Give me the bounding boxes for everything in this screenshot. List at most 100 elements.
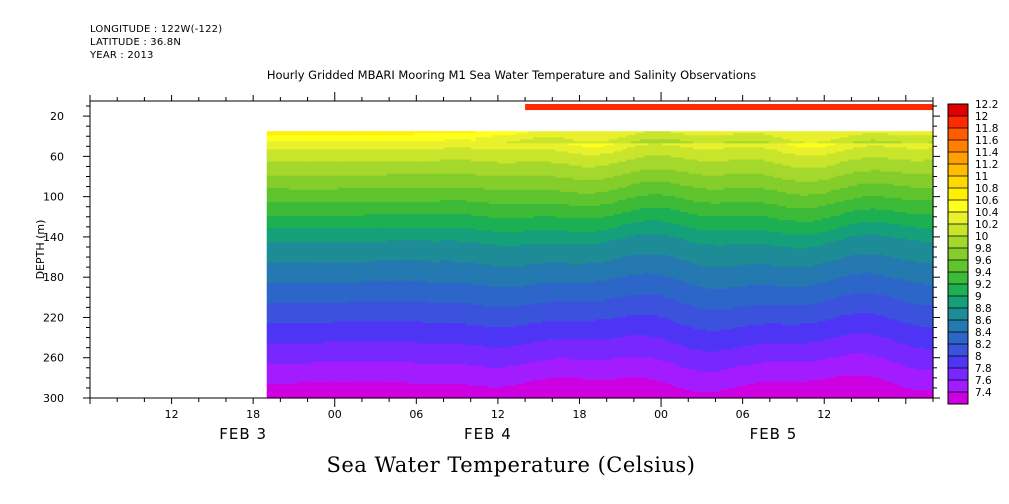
temperature-cell bbox=[280, 250, 286, 254]
temperature-cell bbox=[297, 183, 303, 187]
temperature-cell bbox=[293, 153, 299, 157]
temperature-cell bbox=[266, 214, 272, 217]
temperature-cell bbox=[266, 323, 272, 326]
temperature-cell bbox=[271, 183, 277, 187]
temperature-cell bbox=[280, 256, 286, 260]
temperature-cell bbox=[293, 345, 299, 349]
temperature-cell bbox=[284, 389, 290, 393]
temperature-cell bbox=[280, 325, 286, 328]
temperature-cell bbox=[293, 294, 299, 298]
temperature-cell bbox=[284, 288, 290, 292]
temperature-cell bbox=[297, 224, 303, 227]
temperature-cell bbox=[266, 159, 272, 163]
temperature-cell bbox=[266, 208, 272, 211]
temperature-cell bbox=[275, 313, 281, 316]
temperature-cell bbox=[271, 288, 277, 292]
temperature-cell bbox=[275, 218, 281, 221]
temperature-cell bbox=[271, 139, 277, 142]
temperature-cell bbox=[288, 181, 295, 185]
temperature-cell bbox=[271, 317, 277, 320]
temperature-cell bbox=[293, 313, 299, 316]
temperature-cell bbox=[266, 254, 272, 258]
temperature-cell bbox=[266, 226, 272, 229]
temperature-cell bbox=[297, 218, 303, 221]
temperature-cell bbox=[293, 276, 299, 280]
temperature-cell bbox=[284, 189, 290, 193]
temperature-cell bbox=[288, 292, 295, 296]
temperature-cell bbox=[266, 210, 272, 213]
temperature-cell bbox=[284, 151, 290, 155]
temperature-cell bbox=[266, 240, 272, 243]
temperature-cell bbox=[302, 224, 308, 227]
temperature-cell bbox=[288, 250, 295, 254]
temperature-cell bbox=[293, 290, 299, 294]
temperature-cell bbox=[280, 319, 286, 322]
temperature-cell bbox=[266, 201, 272, 205]
temperature-cell bbox=[266, 349, 272, 353]
temperature-cell bbox=[266, 389, 272, 393]
temperature-cell bbox=[266, 377, 272, 381]
temperature-cell bbox=[302, 161, 308, 165]
temperature-cell bbox=[284, 252, 290, 256]
temperature-cell bbox=[271, 220, 277, 223]
temperature-cell bbox=[275, 286, 281, 290]
temperature-cell bbox=[288, 357, 295, 361]
temperature-cell bbox=[280, 248, 286, 252]
temperature-cell bbox=[275, 319, 281, 322]
temperature-cell bbox=[271, 151, 277, 155]
temperature-cell bbox=[271, 276, 277, 280]
temperature-cell bbox=[275, 365, 281, 369]
temperature-cell bbox=[297, 309, 303, 312]
temperature-cell bbox=[275, 143, 281, 146]
temperature-cell bbox=[271, 177, 277, 181]
temperature-cell bbox=[288, 141, 295, 144]
temperature-cell bbox=[284, 357, 290, 361]
temperature-cell bbox=[302, 177, 308, 181]
temperature-cell bbox=[297, 276, 303, 280]
temperature-cell bbox=[280, 189, 286, 193]
temperature-cell bbox=[297, 296, 303, 300]
temperature-cell bbox=[293, 351, 299, 355]
temperature-cell bbox=[293, 325, 299, 328]
temperature-cell bbox=[280, 210, 286, 213]
temperature-cell bbox=[280, 286, 286, 290]
temperature-cell bbox=[297, 272, 303, 276]
temperature-cell bbox=[271, 300, 277, 304]
temperature-cell bbox=[288, 339, 295, 343]
temperature-cell bbox=[275, 256, 281, 260]
temperature-cell bbox=[275, 381, 281, 385]
temperature-cell bbox=[297, 175, 303, 179]
temperature-cell bbox=[275, 359, 281, 363]
temperature-cell bbox=[280, 199, 286, 203]
temperature-cell bbox=[297, 137, 303, 140]
temperature-cell bbox=[302, 232, 308, 235]
temperature-cell bbox=[271, 331, 277, 334]
temperature-cell bbox=[266, 155, 272, 159]
temperature-cell bbox=[284, 212, 290, 215]
temperature-cell bbox=[288, 137, 295, 140]
temperature-cell bbox=[297, 141, 303, 144]
temperature-cell bbox=[275, 145, 281, 148]
temperature-cell bbox=[284, 197, 290, 201]
temperature-cell bbox=[280, 228, 286, 231]
temperature-cell bbox=[293, 369, 299, 373]
temperature-cell bbox=[266, 361, 272, 365]
temperature-cell bbox=[275, 161, 281, 165]
temperature-cell bbox=[280, 365, 286, 369]
temperature-cell bbox=[266, 199, 272, 203]
temperature-cell bbox=[297, 282, 303, 286]
temperature-cell bbox=[297, 284, 303, 288]
temperature-cell bbox=[297, 250, 303, 254]
temperature-cell bbox=[284, 153, 290, 157]
temperature-cell bbox=[280, 153, 286, 157]
temperature-cell bbox=[271, 367, 277, 371]
temperature-cell bbox=[280, 373, 286, 377]
temperature-cell bbox=[293, 242, 299, 245]
temperature-cell bbox=[284, 383, 290, 387]
temperature-cell bbox=[288, 131, 295, 134]
temperature-cell bbox=[297, 151, 303, 155]
temperature-cell bbox=[271, 359, 277, 363]
temperature-cell bbox=[293, 224, 299, 227]
temperature-cell bbox=[275, 307, 281, 310]
temperature-cell bbox=[284, 250, 290, 254]
